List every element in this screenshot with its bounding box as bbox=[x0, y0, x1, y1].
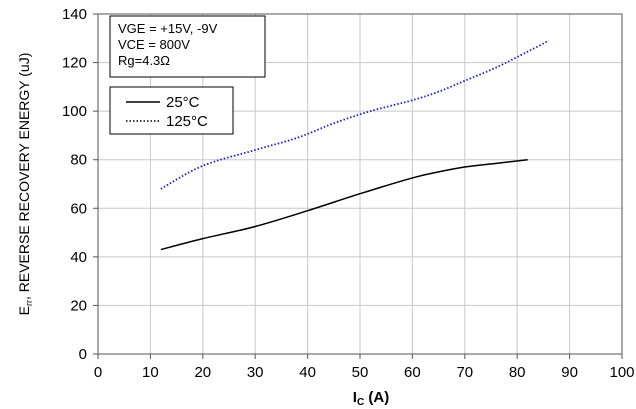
x-tick-label: 100 bbox=[609, 364, 634, 381]
y-ticks: 0 20 40 60 80 100 120 140 bbox=[62, 6, 98, 363]
x-tick-label: 30 bbox=[247, 364, 264, 381]
series-line-25c bbox=[160, 158, 528, 251]
condition-vce: VCE = 800V bbox=[118, 37, 190, 52]
y-tick-label: 0 bbox=[79, 346, 87, 363]
x-tick-label: 50 bbox=[352, 364, 369, 381]
conditions-box-frame bbox=[109, 15, 266, 78]
legend-label-125c: 125°C bbox=[166, 113, 208, 130]
x-tick-label: 80 bbox=[509, 364, 526, 381]
condition-rg: Rg=4.3Ω bbox=[118, 53, 170, 68]
plot-area-border bbox=[97, 13, 623, 355]
legend: 25°C 125°C bbox=[109, 86, 234, 135]
x-tick-label: 40 bbox=[299, 364, 316, 381]
legend-frame bbox=[109, 86, 234, 135]
y-tick-label: 80 bbox=[70, 152, 87, 169]
x-tick-label: 0 bbox=[94, 364, 102, 381]
y-tick-label: 100 bbox=[62, 103, 87, 120]
x-ticks: 0 10 20 30 40 50 60 70 80 90 100 bbox=[94, 354, 635, 381]
y-tick-label: 20 bbox=[70, 297, 87, 314]
x-tick-label: 90 bbox=[561, 364, 578, 381]
y-tick-label: 120 bbox=[62, 55, 87, 72]
x-tick-label: 70 bbox=[456, 364, 473, 381]
x-tick-label: 60 bbox=[404, 364, 421, 381]
y-tick-label: 140 bbox=[62, 6, 87, 23]
conditions-box: VGE = +15V, -9V VCE = 800V Rg=4.3Ω bbox=[109, 15, 266, 78]
legend-label-25c: 25°C bbox=[166, 94, 200, 111]
y-tick-label: 60 bbox=[70, 200, 87, 217]
condition-vge: VGE = +15V, -9V bbox=[118, 21, 218, 36]
series-group bbox=[160, 39, 550, 251]
y-axis-label: Err, REVERSE RECOVERY ENERGY (uJ) bbox=[16, 53, 34, 316]
y-tick-label: 40 bbox=[70, 249, 87, 266]
x-tick-label: 10 bbox=[142, 364, 159, 381]
series-line-125c bbox=[160, 39, 550, 190]
x-tick-label: 20 bbox=[194, 364, 211, 381]
x-axis-label: IC (A) bbox=[353, 389, 389, 408]
